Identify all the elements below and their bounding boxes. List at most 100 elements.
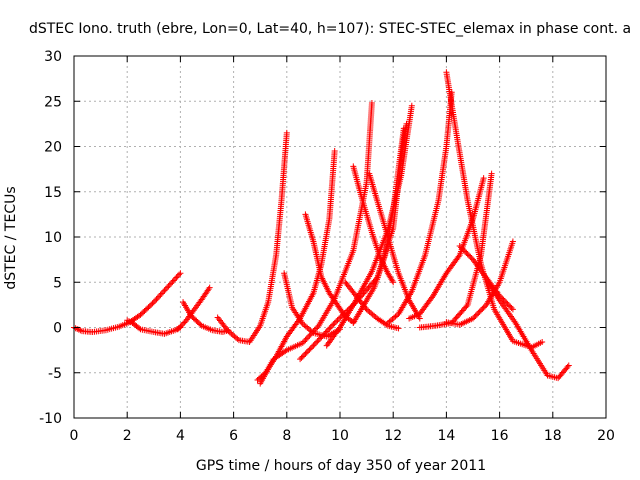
data-point-marker: [138, 310, 145, 317]
data-point-marker: [173, 274, 180, 281]
data-point-marker: [475, 310, 482, 317]
y-tick-label: 10: [44, 230, 62, 246]
y-tick-label: -5: [48, 366, 62, 382]
data-point-marker: [303, 335, 310, 342]
arc-series-19: [456, 243, 516, 313]
chart-title: dSTEC Iono. truth (ebre, Lon=0, Lat=40, …: [29, 21, 631, 37]
data-point-marker: [156, 293, 163, 300]
data-point-marker: [509, 306, 516, 313]
data-point-marker: [161, 287, 168, 294]
data-point-marker: [164, 284, 171, 291]
data-point-marker: [504, 300, 511, 307]
arc-series-21: [342, 279, 402, 332]
data-point-marker: [471, 314, 478, 321]
data-point-marker: [340, 311, 347, 318]
data-point-marker: [467, 253, 474, 260]
data-point-marker: [362, 287, 369, 294]
data-point-marker: [168, 280, 175, 287]
data-point-marker: [170, 277, 177, 284]
x-tick-label: 2: [123, 428, 132, 444]
data-point-marker: [301, 338, 308, 345]
data-point-marker: [456, 243, 463, 250]
data-point-marker: [313, 325, 320, 332]
data-point-marker: [365, 284, 372, 291]
data-point-marker: [309, 343, 316, 350]
data-point-marker: [327, 324, 334, 331]
data-point-marker: [136, 325, 143, 332]
arc-series-0: [71, 270, 184, 336]
data-point-marker: [313, 339, 320, 346]
data-point-marker: [157, 291, 164, 298]
data-point-marker: [140, 309, 147, 316]
y-axis-label: dSTEC / TECUs: [3, 186, 19, 289]
data-point-marker: [152, 297, 159, 304]
data-point-marker: [299, 353, 306, 360]
data-point-marker: [176, 324, 183, 331]
data-point-marker: [172, 275, 179, 282]
data-point-marker: [178, 322, 185, 329]
data-point-marker: [154, 294, 161, 301]
data-point-marker: [306, 346, 313, 353]
data-point-marker: [331, 319, 338, 326]
data-point-marker: [303, 349, 310, 356]
data-point-marker: [464, 251, 471, 258]
data-point-marker: [314, 338, 321, 345]
data-point-marker: [299, 339, 306, 346]
data-point-marker: [174, 273, 181, 280]
data-point-marker: [565, 362, 572, 369]
data-point-marker: [153, 296, 160, 303]
data-point-marker: [459, 245, 466, 252]
axis-ticks: 0 2 4 6 8 10 12 14 16 18 20 -10 -5 0 5 10 15 20 25 30: [39, 49, 615, 444]
data-point-marker: [176, 271, 183, 278]
x-tick-label: 14: [437, 428, 455, 444]
data-point-marker: [330, 321, 337, 328]
data-point-marker: [302, 350, 309, 357]
data-point-marker: [306, 332, 313, 339]
data-point-marker: [314, 324, 321, 331]
data-point-marker: [169, 278, 176, 285]
arc-series-15: [384, 89, 455, 326]
data-point-marker: [470, 315, 476, 322]
data-point-marker: [368, 100, 375, 107]
y-tick-label: 25: [44, 94, 62, 110]
arc-series-20: [485, 281, 572, 382]
data-point-marker: [335, 315, 342, 322]
data-point-marker: [462, 248, 469, 255]
data-point-marker: [507, 303, 514, 310]
data-point-marker: [297, 356, 304, 363]
y-tick-label: -10: [39, 411, 62, 427]
data-point-marker: [315, 336, 322, 343]
data-point-marker: [390, 279, 397, 286]
data-point-marker: [160, 289, 167, 296]
data-point-marker: [205, 286, 212, 293]
y-tick-label: 20: [44, 140, 62, 156]
data-point-marker: [197, 321, 204, 328]
data-point-marker: [145, 304, 152, 311]
x-tick-label: 0: [70, 428, 79, 444]
x-tick-label: 18: [544, 428, 562, 444]
data-point-marker: [325, 327, 332, 334]
data-point-marker: [460, 247, 467, 254]
data-point-marker: [408, 102, 415, 109]
data-point-marker: [329, 322, 336, 329]
data-point-marker: [395, 325, 402, 332]
data-point-marker: [479, 305, 486, 312]
data-point-marker: [318, 334, 325, 341]
x-tick-label: 10: [331, 428, 349, 444]
data-point-marker: [488, 170, 495, 177]
data-point-marker: [326, 325, 333, 332]
data-point-marker: [177, 323, 184, 330]
y-tick-label: 15: [44, 185, 62, 201]
arc-series-12: [350, 125, 407, 326]
data-point-marker: [505, 302, 512, 309]
data-point-marker: [180, 320, 187, 327]
data-point-marker: [472, 312, 479, 319]
x-tick-label: 16: [491, 428, 509, 444]
data-point-marker: [174, 326, 181, 333]
x-tick-label: 4: [176, 428, 185, 444]
data-point-marker: [480, 304, 487, 311]
data-point-marker: [400, 125, 407, 132]
arc-series-13: [366, 170, 423, 322]
